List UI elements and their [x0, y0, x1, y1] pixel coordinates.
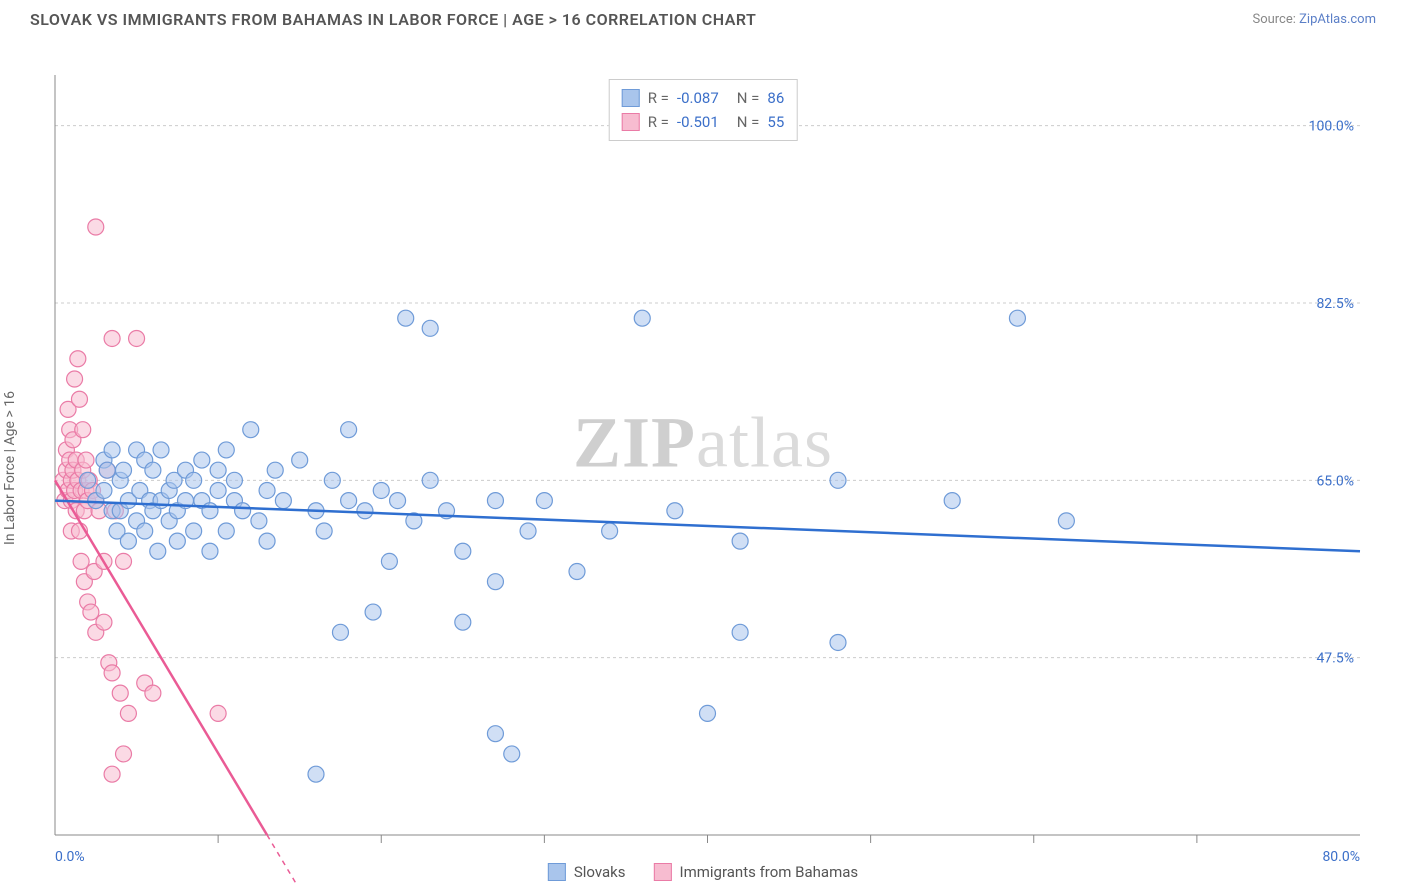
legend-item-slovaks: Slovaks: [548, 863, 626, 881]
correlation-legend: R = -0.087 N = 86 R = -0.501 N = 55: [609, 79, 798, 141]
legend-item-bahamas: Immigrants from Bahamas: [654, 863, 859, 881]
svg-text:82.5%: 82.5%: [1316, 296, 1354, 312]
swatch-bahamas: [622, 113, 640, 131]
source-link[interactable]: ZipAtlas.com: [1299, 12, 1376, 27]
corr-row-slovaks: R = -0.087 N = 86: [622, 86, 785, 110]
legend-swatch-slovaks: [548, 863, 566, 881]
svg-text:0.0%: 0.0%: [55, 849, 85, 865]
svg-text:80.0%: 80.0%: [1322, 849, 1360, 865]
svg-text:65.0%: 65.0%: [1316, 473, 1354, 489]
scatter-chart: 47.5% 65.0% 82.5% 100.0% 0.0% 80.0%: [0, 35, 1406, 885]
y-axis-label: In Labor Force | Age > 16: [2, 391, 18, 545]
svg-text:47.5%: 47.5%: [1316, 651, 1354, 667]
series-legend: Slovaks Immigrants from Bahamas: [548, 863, 858, 881]
legend-swatch-bahamas: [654, 863, 672, 881]
chart-area: In Labor Force | Age > 16 47.5% 65.0% 82.5…: [0, 35, 1406, 885]
chart-title: SLOVAK VS IMMIGRANTS FROM BAHAMAS IN LAB…: [30, 10, 756, 29]
source-label: Source: ZipAtlas.com: [1252, 12, 1376, 27]
svg-text:100.0%: 100.0%: [1309, 119, 1354, 135]
corr-row-bahamas: R = -0.501 N = 55: [622, 110, 785, 134]
swatch-slovaks: [622, 89, 640, 107]
chart-header: SLOVAK VS IMMIGRANTS FROM BAHAMAS IN LAB…: [0, 0, 1406, 35]
